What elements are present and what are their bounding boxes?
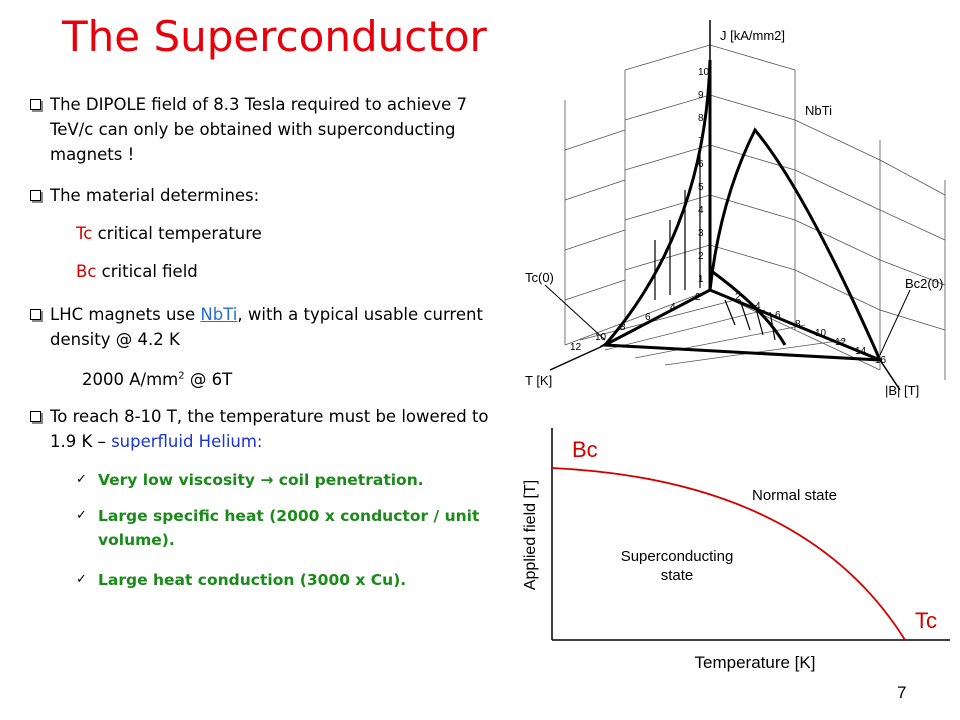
- check-item: Very low viscosity → coil penetration.: [76, 468, 518, 492]
- axis-label: |B| [T]: [885, 383, 919, 398]
- tick-label: 10: [595, 332, 607, 343]
- tick-label: 10: [815, 328, 827, 339]
- bullet: To reach 8-10 T, the temperature must be…: [30, 404, 500, 454]
- text: critical temperature: [97, 224, 262, 243]
- tick-label: 1: [698, 274, 704, 285]
- tick-label: 12: [570, 342, 582, 353]
- title: The Superconductor: [62, 12, 487, 61]
- tick-label: 2: [735, 292, 741, 303]
- rest: @ 6T: [189, 370, 233, 389]
- highlight: superfluid Helium:: [111, 432, 263, 451]
- property: Tc critical temperature: [76, 224, 262, 243]
- region-label: state: [661, 567, 694, 584]
- tick-label: 6: [698, 159, 704, 170]
- bullet: LHC magnets use NbTi, with a typical usa…: [30, 302, 500, 352]
- tick-label: 8: [620, 322, 626, 333]
- tick-label: 7: [698, 136, 704, 147]
- label: Bc2(0): [905, 276, 943, 291]
- bullet: The DIPOLE field of 8.3 Tesla required t…: [30, 92, 500, 167]
- tick-label: 10: [698, 67, 710, 78]
- tc-label: Tc: [915, 608, 937, 633]
- tick-label: 14: [855, 346, 867, 357]
- tick-label: 8: [795, 319, 801, 330]
- tick-label: 6: [775, 310, 781, 321]
- tick-label: 16: [875, 355, 887, 366]
- text: To reach 8-10 T, the temperature must be…: [50, 407, 489, 451]
- x-axis-label: Temperature [K]: [695, 653, 816, 672]
- label: Tc(0): [525, 270, 554, 285]
- text: LHC magnets use: [50, 305, 196, 324]
- material-label: NbTi: [805, 103, 832, 118]
- y-axis-label: Applied field [T]: [522, 480, 539, 590]
- tick-label: 5: [698, 182, 704, 193]
- axis-label: J [kA/mm2]: [720, 28, 785, 43]
- property: Bc critical field: [76, 262, 198, 281]
- tick-label: 2: [695, 292, 701, 303]
- tick-label: 2: [698, 251, 704, 262]
- region-label: Superconducting: [621, 548, 734, 565]
- tick-label: 12: [835, 337, 847, 348]
- axis-label: T [K]: [525, 373, 552, 388]
- tick-label: 6: [645, 312, 651, 323]
- bc-label: Bc: [572, 437, 598, 462]
- value: 2000 A/mm: [82, 370, 179, 389]
- current-density: 2000 A/mm2 @ 6T: [82, 370, 232, 389]
- critical-curve: [551, 467, 906, 641]
- text: , with a typical usable current density …: [50, 305, 483, 349]
- tick-label: 4: [670, 302, 676, 313]
- check-item: Large heat conduction (3000 x Cu).: [76, 568, 518, 592]
- text: critical field: [101, 262, 198, 281]
- tick-label: 9: [698, 90, 704, 101]
- link[interactable]: NbTi: [200, 305, 238, 324]
- region-label: Normal state: [752, 487, 837, 504]
- page-number: 7: [897, 683, 906, 702]
- tick-label: 3: [698, 228, 704, 239]
- bullet: The material determines:: [30, 183, 500, 208]
- tick-label: 8: [698, 113, 704, 124]
- term: Bc: [76, 262, 97, 281]
- phase-diagram: Bc Tc Normal state Superconducting state…: [522, 428, 950, 702]
- check-item: Large specific heat (2000 x conductor / …: [76, 504, 518, 552]
- term: Tc: [76, 224, 93, 243]
- figure-3d: J [kA/mm2] NbTi Tc(0) Bc2(0) T [K] |B| […: [525, 20, 946, 398]
- tick-label: 4: [698, 205, 704, 216]
- tick-label: 4: [755, 301, 761, 312]
- superscript: 2: [178, 370, 185, 382]
